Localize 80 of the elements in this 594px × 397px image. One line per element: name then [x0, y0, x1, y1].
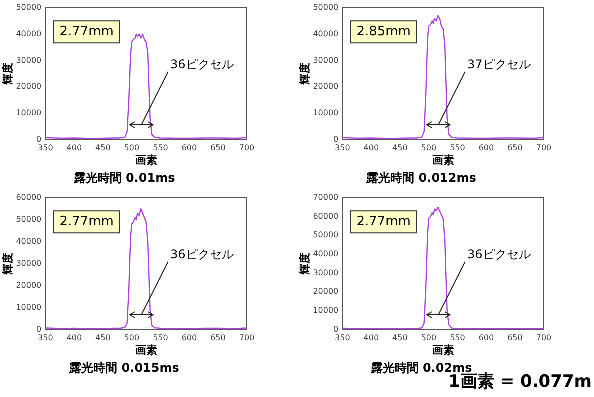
x-tick-label: 500: [124, 334, 140, 343]
y-tick-label: 20000: [16, 280, 42, 290]
annotation: 36ピクセル: [170, 247, 234, 262]
x-tick-label: 400: [66, 334, 82, 343]
x-tick-label: 700: [536, 334, 552, 343]
y-axis-title: 輝度: [298, 252, 312, 276]
x-tick-label: 650: [210, 144, 226, 153]
x-tick-label: 400: [66, 144, 82, 153]
x-tick-label: 650: [210, 334, 226, 343]
x-tick-label: 450: [392, 144, 408, 153]
y-tick-label: 10000: [16, 108, 42, 118]
y-tick-label: 0: [36, 324, 42, 334]
y-tick-label: 40000: [16, 237, 42, 246]
x-tick-label: 350: [38, 144, 54, 153]
y-tick-label: 40000: [16, 29, 42, 38]
x-axis-title: 画素: [135, 344, 158, 357]
y-tick-label: 70000: [313, 193, 339, 202]
y-tick-label: 40000: [313, 29, 339, 38]
y-tick-label: 40000: [313, 250, 339, 259]
x-tick-label: 350: [38, 334, 54, 343]
x-tick-label: 400: [364, 334, 380, 343]
annotation: 2.77mm: [60, 24, 114, 40]
y-tick-label: 60000: [16, 193, 42, 202]
annotation: 2.77mm: [60, 214, 114, 230]
x-axis-title: 画素: [432, 344, 454, 357]
y-tick-label: 30000: [16, 56, 42, 65]
text: 露光時間 0.015ms: [68, 360, 180, 375]
y-tick-label: 20000: [313, 287, 339, 296]
x-axis-title: 画素: [135, 154, 158, 167]
annotation: 36ピクセル: [467, 247, 531, 262]
y-axis-title: 輝度: [1, 252, 14, 276]
x-tick-label: 550: [450, 144, 466, 153]
x-tick-label: 450: [96, 144, 111, 153]
y-tick-label: 30000: [16, 258, 42, 268]
x-tick-label: 400: [364, 144, 380, 153]
x-tick-label: 500: [421, 334, 437, 343]
y-tick-label: 50000: [16, 3, 42, 12]
annotation: 36ピクセル: [170, 57, 234, 72]
y-tick-label: 30000: [313, 56, 339, 65]
x-tick-label: 450: [96, 334, 111, 343]
x-tick-label: 550: [153, 334, 168, 343]
y-tick-label: 0: [334, 324, 339, 334]
y-axis-title: 輝度: [1, 62, 14, 86]
text: 露光時間 0.02ms: [370, 360, 472, 375]
x-tick-label: 650: [508, 144, 523, 153]
x-tick-label: 600: [182, 334, 198, 343]
x-tick-label: 350: [335, 144, 350, 153]
y-tick-label: 10000: [16, 302, 42, 312]
y-tick-label: 60000: [313, 212, 339, 221]
y-tick-label: 20000: [313, 82, 339, 92]
annotation: 2.85mm: [356, 24, 411, 40]
x-tick-label: 500: [124, 144, 140, 153]
x-tick-label: 350: [335, 334, 350, 343]
x-axis-title: 画素: [432, 154, 454, 167]
y-tick-label: 20000: [16, 82, 42, 92]
annotation: 37ピクセル: [467, 57, 531, 72]
x-tick-label: 650: [508, 334, 523, 343]
y-tick-label: 10000: [313, 306, 339, 316]
x-tick-label: 450: [392, 334, 408, 343]
y-tick-label: 50000: [313, 230, 339, 240]
x-tick-label: 700: [536, 144, 552, 153]
x-tick-label: 500: [421, 144, 437, 153]
x-tick-label: 550: [450, 334, 466, 343]
x-tick-label: 600: [478, 144, 494, 153]
x-tick-label: 600: [182, 144, 198, 153]
text: 露光時間 0.01ms: [72, 170, 176, 185]
y-tick-label: 50000: [16, 215, 42, 224]
x-tick-label: 550: [153, 144, 168, 153]
annotation: 2.77mm: [356, 214, 411, 230]
y-tick-label: 10000: [313, 108, 339, 118]
y-axis-title: 輝度: [298, 62, 312, 86]
text: 1画素 = 0.077m: [448, 372, 592, 393]
x-tick-label: 600: [478, 334, 494, 343]
x-tick-label: 700: [239, 144, 255, 153]
x-tick-label: 700: [239, 334, 255, 343]
y-tick-label: 0: [334, 134, 339, 144]
text: 露光時間 0.012ms: [366, 170, 476, 185]
y-tick-label: 50000: [313, 3, 339, 12]
y-tick-label: 30000: [313, 268, 339, 278]
y-tick-label: 0: [36, 134, 42, 144]
